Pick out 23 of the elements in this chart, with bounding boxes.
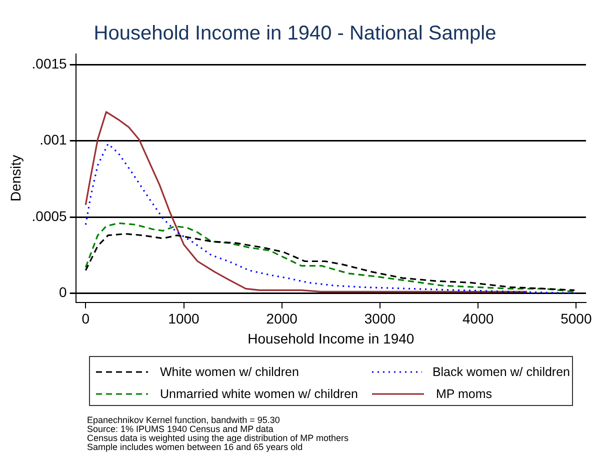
line-series [84,222,576,293]
line-series [84,143,576,294]
y-tick-label: .0005 [32,208,68,224]
text: Census data is weighted using the age distribution of MP mothers [87,433,348,443]
x-tick-label: 3000 [364,310,396,327]
text: Sample includes women between 16 and 65 years old [87,442,304,452]
chart-title: Household Income in 1940 - National Sample [94,22,496,45]
y-tick-label: .0015 [32,56,68,72]
text: Epanechnikov Kernel function, bandwith = 95.30 [87,415,281,425]
x-tick-label: 2000 [266,310,298,327]
legend-label: Unmarried white women w/ children [160,387,358,401]
x-tick-label: 1000 [168,310,200,327]
y-tick-label: .001 [40,132,68,148]
x-axis-title: Household Income in 1940 [248,330,414,346]
legend-label: White women w/ children [160,365,299,379]
y-tick-label: 0 [59,284,68,300]
legend-label: Black women w/ children [432,365,570,379]
x-tick-label: 4000 [462,310,494,327]
y-axis-title: Density [7,154,24,202]
x-tick-label: 0 [82,310,90,327]
x-tick-label: 5000 [560,310,592,327]
source-note: Source: 1% IPUMS 1940 Census and MP data [87,424,274,434]
legend-label: MP moms [436,387,492,401]
